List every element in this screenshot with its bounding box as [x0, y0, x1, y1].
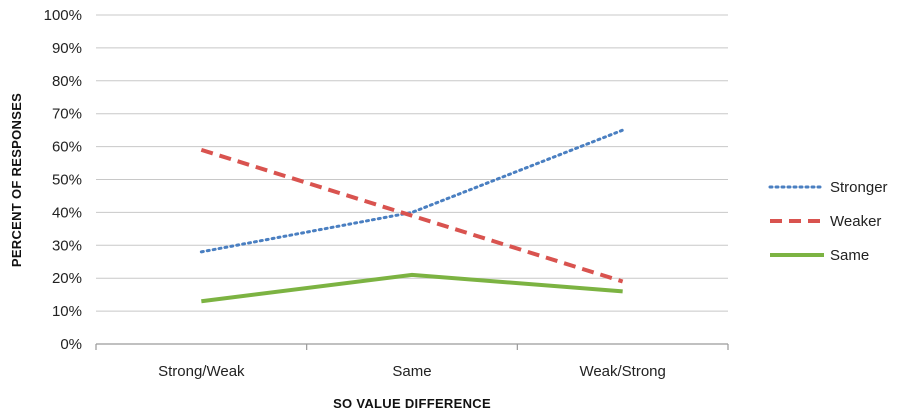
y-tick-label: 20% — [52, 270, 82, 287]
series-line-stronger — [199, 128, 625, 254]
legend-label-stronger: Stronger — [830, 179, 888, 196]
y-tick-label: 70% — [52, 106, 82, 123]
y-tick-label: 40% — [52, 204, 82, 221]
y-tick-label: 50% — [52, 172, 82, 189]
y-axis-title: PERCENT OF RESPONSES — [9, 93, 24, 267]
series-line-same — [201, 272, 623, 304]
series-line-weaker — [200, 147, 624, 284]
series-lines — [199, 128, 625, 304]
gridlines — [96, 14, 728, 312]
x-axis — [95, 343, 729, 350]
y-tick-label: 90% — [52, 40, 82, 57]
y-tick-label: 80% — [52, 73, 82, 90]
x-axis-title: SO VALUE DIFFERENCE — [333, 396, 491, 411]
x-tick-label: Same — [392, 363, 431, 380]
x-tick-label: Strong/Weak — [158, 363, 245, 380]
x-axis-ticks: Strong/Weak Same Weak/Strong — [158, 363, 666, 380]
y-tick-label: 60% — [52, 139, 82, 156]
legend: Stronger Weaker Same — [768, 179, 888, 264]
y-tick-label: 100% — [44, 7, 82, 24]
y-tick-label: 10% — [52, 303, 82, 320]
legend-label-same: Same — [830, 247, 869, 264]
y-tick-label: 0% — [60, 336, 82, 353]
y-axis-ticks: 0% 10% 20% 30% 40% 50% 60% 70% 80% 90% 100% — [44, 7, 82, 353]
legend-label-weaker: Weaker — [830, 213, 881, 230]
y-tick-label: 30% — [52, 237, 82, 254]
x-tick-label: Weak/Strong — [579, 363, 665, 380]
